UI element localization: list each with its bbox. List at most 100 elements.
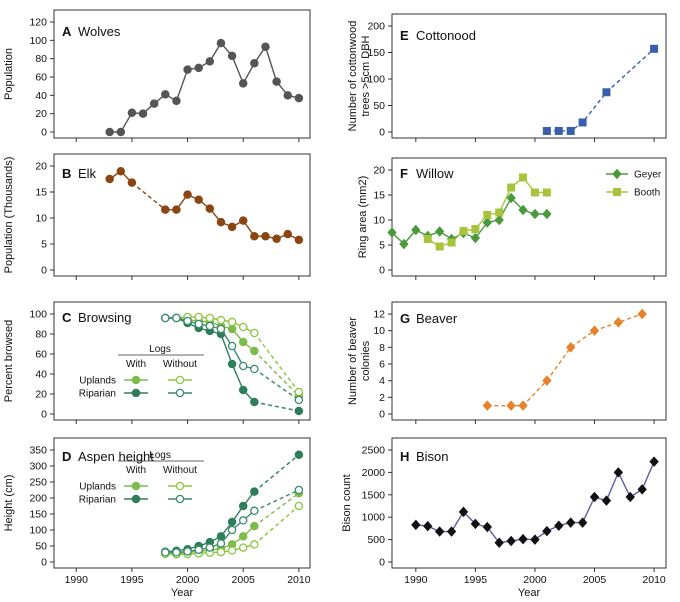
y-tick-label: 2 <box>379 392 385 404</box>
panel-D-axes: 0 50 100 150 200 250 300 350 1990 1995 2000 2005 201… <box>29 445 310 587</box>
y-tick-label: 10 <box>373 215 385 227</box>
y-tick-label: 80 <box>35 53 47 65</box>
panel-A-letter: A <box>62 24 72 39</box>
legend-marker <box>131 481 141 491</box>
data-point <box>283 229 292 239</box>
data-point <box>506 535 516 547</box>
data-point <box>194 319 203 329</box>
legend-marker <box>131 375 141 385</box>
panel-B-ylabel: Population (Thousands) <box>3 157 15 274</box>
data-point <box>446 526 457 537</box>
data-point <box>272 234 281 244</box>
series-line-segment <box>131 182 166 211</box>
data-point <box>250 59 259 68</box>
data-point <box>183 65 192 74</box>
panel-G-axes: 0 2 4 6 8 10 12 <box>373 309 655 424</box>
data-point <box>194 63 203 73</box>
data-point <box>578 118 587 127</box>
panel-D-frame <box>53 437 311 569</box>
panel-A-marks <box>105 38 304 137</box>
data-point <box>294 501 304 511</box>
series-line <box>487 313 643 407</box>
data-point <box>172 96 181 106</box>
data-point <box>447 238 456 247</box>
panel-E-ylabel-line2: trees >5cm DBH <box>360 35 372 116</box>
y-tick-label: 20 <box>35 108 47 120</box>
data-point <box>250 540 259 549</box>
y-tick-label: 0 <box>379 265 385 277</box>
series-line <box>109 41 300 133</box>
data-point <box>601 495 612 506</box>
y-tick-label: 100 <box>29 309 47 321</box>
data-point <box>116 166 126 176</box>
data-point <box>435 242 444 251</box>
data-point <box>294 235 304 245</box>
y-tick-label: 250 <box>29 477 47 489</box>
panel-C-marks <box>161 312 304 416</box>
data-point <box>116 127 126 137</box>
data-point <box>602 88 611 97</box>
legend-marker <box>612 168 622 180</box>
data-point <box>105 174 114 184</box>
data-point <box>650 44 659 53</box>
data-point <box>138 109 148 118</box>
data-point <box>625 491 635 503</box>
panel-B-frame <box>53 153 311 277</box>
data-point <box>542 126 551 135</box>
legend-title: Logs <box>149 450 171 461</box>
data-point <box>216 217 226 227</box>
panel-F-frame <box>391 157 667 277</box>
data-point <box>183 190 192 199</box>
data-point <box>238 543 248 552</box>
y-tick-label: 0 <box>41 557 47 569</box>
panel-E-axes: 0 50 100 150 200 <box>367 21 655 142</box>
legend-column-label: With <box>126 359 146 370</box>
series-line-segment <box>253 368 300 401</box>
legend-column-label: With <box>126 465 146 476</box>
data-point <box>542 375 552 386</box>
y-tick-label: 80 <box>35 329 47 341</box>
panel-F-marks <box>387 173 552 251</box>
data-point <box>194 312 203 322</box>
data-point <box>506 192 516 204</box>
panel-D-title: Aspen height <box>78 449 154 464</box>
panel-H-frame <box>391 437 667 569</box>
data-point <box>542 188 551 197</box>
series-line-segment <box>254 489 300 512</box>
data-point <box>471 225 480 233</box>
legend-marker <box>613 188 621 196</box>
panel-D-letter: D <box>62 449 71 464</box>
data-point <box>494 537 504 548</box>
y-tick-label: 0 <box>41 265 47 277</box>
data-point <box>161 548 170 557</box>
data-point <box>283 91 292 100</box>
panel-F-letter: F <box>400 166 408 181</box>
data-point <box>294 395 304 405</box>
data-point <box>434 526 445 537</box>
y-tick-label: 100 <box>367 74 385 86</box>
panel-G: 0 2 4 6 8 10 12 G Beaver Number of beaver colo… <box>347 301 667 424</box>
panel-G-ylabel-group: Number of beaver colonies <box>347 317 372 405</box>
legend-title: Logs <box>149 344 171 355</box>
series-line-segment <box>220 333 233 365</box>
data-point <box>205 543 215 552</box>
panel-E-title: Cottonood <box>416 28 476 43</box>
data-point <box>161 205 170 214</box>
data-point <box>542 208 552 220</box>
data-point <box>518 533 528 545</box>
y-tick-label: 0 <box>379 557 385 569</box>
data-point <box>589 491 600 503</box>
data-point <box>238 322 248 332</box>
x-tick-label: 2005 <box>583 574 607 586</box>
y-tick-label: 350 <box>29 445 47 457</box>
data-point <box>554 126 563 135</box>
legend-column-label: Without <box>163 465 197 476</box>
legend-marker <box>131 388 141 398</box>
data-point <box>216 315 226 325</box>
panel-A-frame <box>53 9 311 139</box>
legend-label: Booth <box>634 188 660 199</box>
data-point <box>216 532 226 541</box>
panel-D-ylabel: Height (cm) <box>3 475 15 532</box>
data-point <box>495 208 504 217</box>
